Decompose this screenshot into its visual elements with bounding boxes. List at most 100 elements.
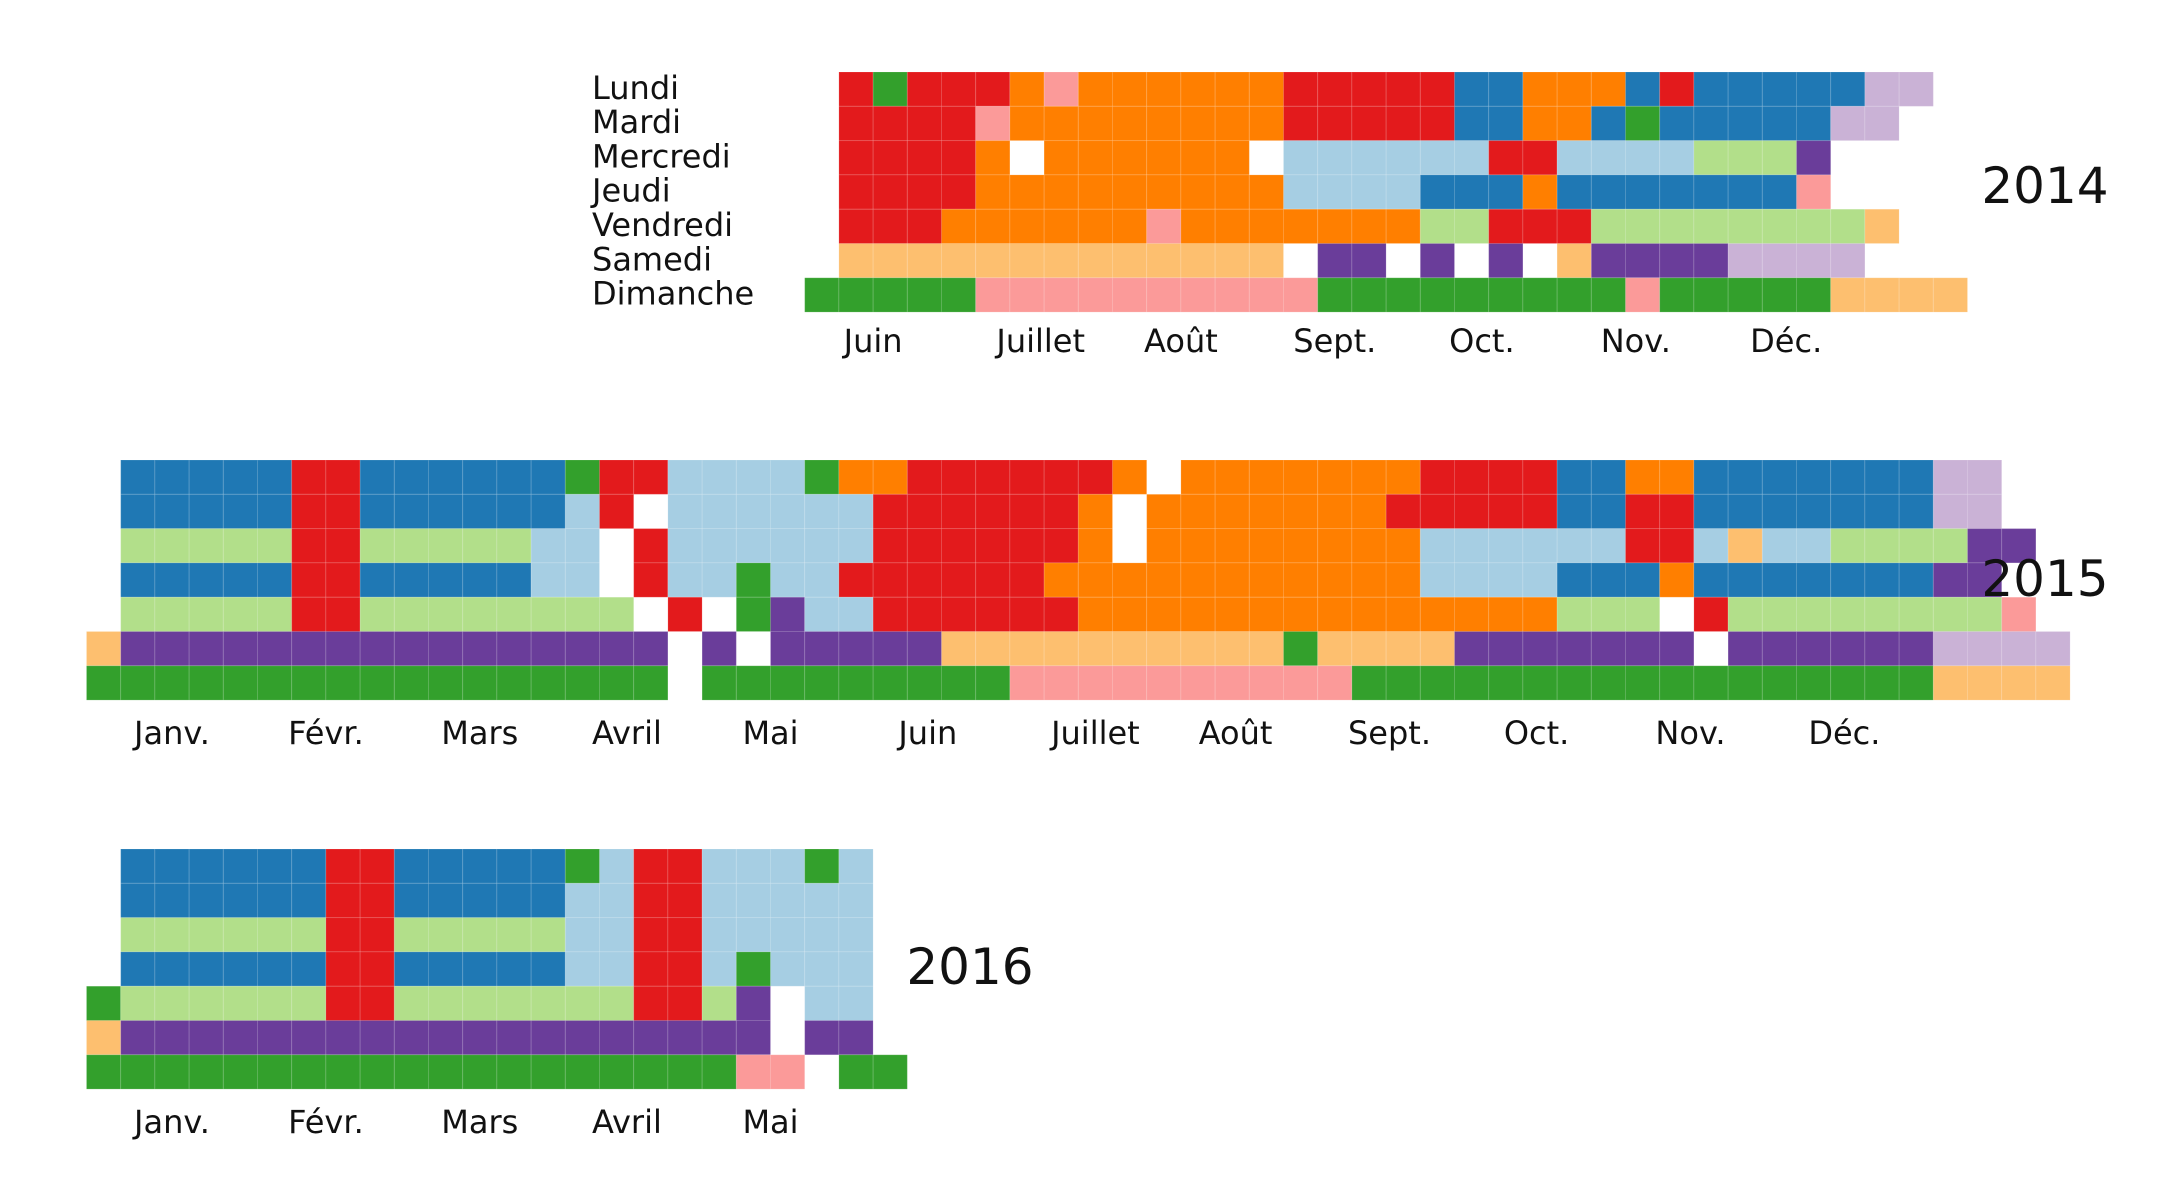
day-cell [530, 596, 566, 633]
day-cell [1317, 243, 1353, 279]
day-cell [975, 277, 1011, 313]
day-cell [1043, 459, 1079, 495]
day-cell [1932, 631, 1969, 667]
day-cell [393, 1054, 429, 1090]
day-cell [1454, 277, 1490, 313]
day-cell [1625, 459, 1661, 495]
day-cell [1522, 665, 1558, 701]
day-cell [188, 493, 224, 530]
day-cell [359, 596, 395, 633]
day-cell [1796, 243, 1832, 279]
day-cell [906, 459, 942, 495]
day-cell [1009, 243, 1045, 279]
day-cell [291, 882, 327, 919]
day-cell [1625, 174, 1661, 210]
day-cell [941, 528, 977, 564]
day-cell [496, 528, 532, 564]
day-cell [1830, 596, 1866, 633]
day-cell [1043, 140, 1079, 176]
day-cell [1625, 596, 1661, 633]
day-cell [599, 631, 635, 667]
day-cell [1419, 493, 1456, 530]
day-cell [872, 459, 908, 495]
day-label: Vendredi [592, 206, 733, 244]
day-cell [1043, 105, 1079, 142]
day-cell [735, 459, 771, 495]
day-cell [1693, 140, 1729, 176]
day-cell [1625, 631, 1661, 667]
day-cell [735, 1054, 771, 1090]
day-cell [120, 562, 156, 598]
day-cell [1898, 665, 1934, 701]
day-cell [1385, 71, 1421, 107]
day-cell [941, 596, 977, 633]
day-cell [941, 105, 977, 142]
day-cell [359, 848, 395, 884]
day-cell [1180, 243, 1216, 279]
day-cell [735, 528, 771, 564]
day-cell [1009, 105, 1045, 142]
day-cell [393, 665, 429, 701]
day-cell [1522, 277, 1558, 313]
day-cell [872, 71, 908, 107]
day-cell [564, 665, 600, 701]
day-cell [1488, 596, 1524, 633]
day-cell [1522, 562, 1558, 598]
day-cell [1248, 528, 1285, 564]
day-cell [188, 631, 224, 667]
day-cell [325, 848, 361, 884]
day-cell [1283, 71, 1319, 107]
day-cell [701, 848, 737, 884]
day-label: Mercredi [592, 137, 731, 175]
day-cell [1419, 277, 1456, 313]
day-cell [804, 277, 840, 313]
day-cell [1727, 243, 1763, 279]
day-cell [1727, 596, 1763, 633]
day-cell [1864, 493, 1900, 530]
day-cell [1556, 665, 1592, 701]
day-cell [633, 665, 669, 701]
month-label: Mars [441, 1103, 518, 1141]
day-cell [838, 71, 874, 107]
day-cell [1146, 631, 1182, 667]
day-cell [1659, 493, 1695, 530]
day-cell [325, 493, 361, 530]
day-cell [1556, 208, 1592, 244]
day-cell [1761, 562, 1798, 598]
day-cell [325, 882, 361, 919]
day-cell [599, 985, 635, 1022]
day-cell [804, 1020, 840, 1056]
day-cell [325, 1020, 361, 1056]
month-label: Déc. [1808, 714, 1880, 752]
day-cell [291, 562, 327, 598]
month-label: Sept. [1348, 714, 1431, 752]
day-cell [1283, 665, 1319, 701]
day-cell [941, 174, 977, 210]
day-cell [1898, 596, 1934, 633]
day-cell [1180, 665, 1216, 701]
day-cell [222, 493, 259, 530]
day-cell [1659, 277, 1695, 313]
day-cell [838, 596, 874, 633]
day-cell [1248, 277, 1285, 313]
day-cell [120, 882, 156, 919]
day-cell [1761, 105, 1798, 142]
month-label: Mai [742, 1103, 798, 1141]
day-cell [530, 459, 566, 495]
day-cell [496, 459, 532, 495]
day-cell [804, 528, 840, 564]
day-cell [735, 596, 771, 633]
day-cell [1248, 665, 1285, 701]
day-cell [257, 631, 293, 667]
day-cell [1214, 71, 1250, 107]
day-cell [1932, 665, 1969, 701]
day-cell [462, 1020, 498, 1056]
day-cell [257, 528, 293, 564]
day-cell [1761, 596, 1798, 633]
day-cell [906, 140, 942, 176]
day-cell [154, 562, 190, 598]
day-cell [1351, 105, 1387, 142]
day-cell [1146, 140, 1182, 176]
day-cell [564, 882, 600, 919]
day-cell [906, 528, 942, 564]
